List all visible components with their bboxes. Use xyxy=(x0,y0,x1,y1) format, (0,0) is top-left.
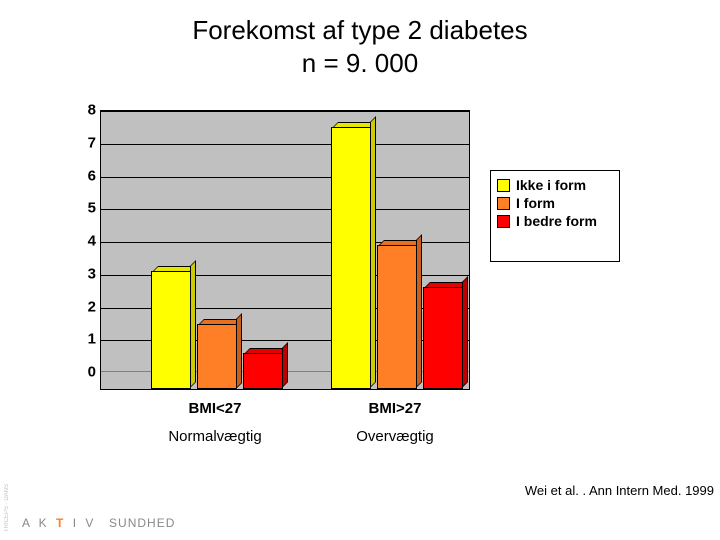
legend-item: I form xyxy=(497,195,613,211)
side-watermark: TRICEPS · DANS xyxy=(4,484,10,532)
legend-item: I bedre form xyxy=(497,213,613,229)
y-tick-label: 3 xyxy=(70,265,96,282)
legend-swatch xyxy=(497,215,510,228)
bar xyxy=(197,324,237,390)
title-line-1: Forekomst af type 2 diabetes xyxy=(192,15,527,45)
gridline xyxy=(101,177,469,178)
chart: 012345678 BMI<27NormalvægtigBMI>27Overvæ… xyxy=(70,110,610,430)
citation: Wei et al. . Ann Intern Med. 1999 xyxy=(525,483,714,498)
bar xyxy=(331,127,371,389)
plot-area xyxy=(100,110,470,390)
bar xyxy=(151,271,191,389)
x-category-sublabel: Overvægtig xyxy=(320,428,470,445)
gridline xyxy=(101,209,469,210)
bar xyxy=(377,245,417,389)
legend: Ikke i form I form I bedre form xyxy=(490,170,620,262)
legend-swatch xyxy=(497,197,510,210)
legend-swatch xyxy=(497,179,510,192)
bar xyxy=(423,287,463,389)
footer-word: SUNDHED xyxy=(109,516,175,530)
footer-logo: A K T I V SUNDHED xyxy=(22,516,175,530)
y-tick-label: 5 xyxy=(70,200,96,217)
y-tick-label: 4 xyxy=(70,233,96,250)
y-tick-label: 2 xyxy=(70,298,96,315)
title-line-2: n = 9. 000 xyxy=(302,48,418,78)
x-category-sublabel: Normalvægtig xyxy=(140,428,290,445)
y-tick-label: 1 xyxy=(70,331,96,348)
gridline xyxy=(101,144,469,145)
chart-title: Forekomst af type 2 diabetes n = 9. 000 xyxy=(0,0,720,79)
bar xyxy=(243,353,283,389)
x-category-label: BMI>27 xyxy=(330,400,460,417)
y-tick-label: 7 xyxy=(70,134,96,151)
legend-item: Ikke i form xyxy=(497,177,613,193)
y-tick-label: 0 xyxy=(70,364,96,381)
y-tick-label: 6 xyxy=(70,167,96,184)
gridline xyxy=(101,111,469,112)
legend-label: I form xyxy=(516,195,555,211)
legend-label: Ikke i form xyxy=(516,177,586,193)
footer-letters: A K T I V xyxy=(22,516,96,530)
x-category-label: BMI<27 xyxy=(150,400,280,417)
y-tick-label: 8 xyxy=(70,102,96,119)
legend-label: I bedre form xyxy=(516,213,597,229)
